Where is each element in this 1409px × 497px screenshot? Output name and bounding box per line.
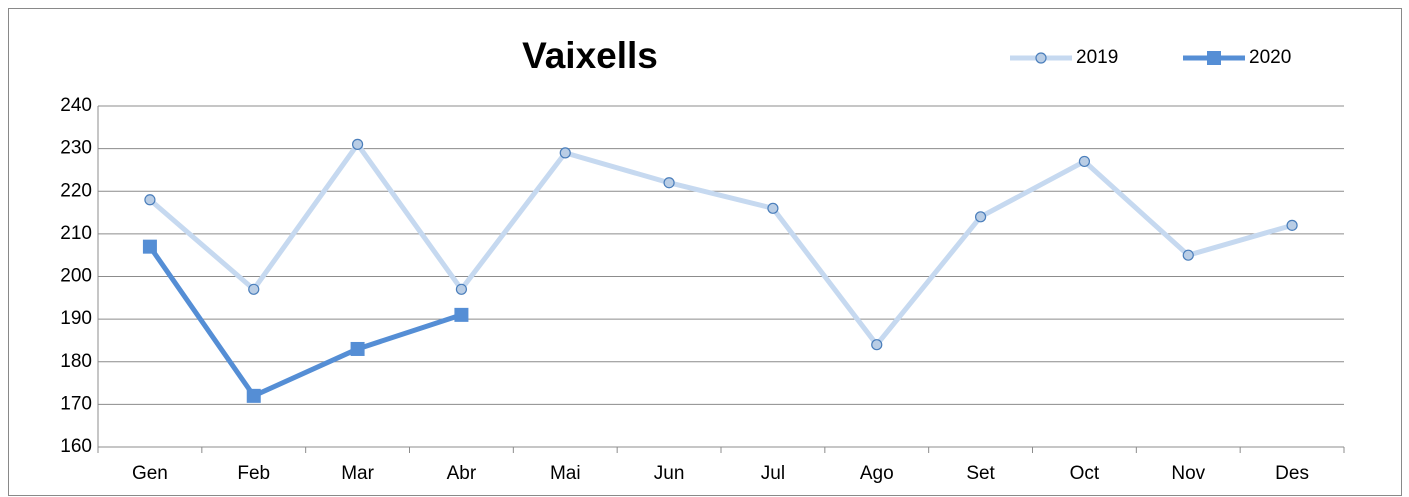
- point: [248, 283, 260, 295]
- y-tick-label: 220: [60, 180, 92, 201]
- chart-title: Vaixells: [522, 35, 658, 76]
- x-tick-label: Mar: [341, 463, 374, 484]
- point: [974, 211, 987, 223]
- point: [351, 138, 364, 150]
- point: [350, 341, 365, 356]
- x-tick-label: Feb: [237, 463, 270, 484]
- legend-label: 2020: [1249, 47, 1291, 68]
- point: [142, 239, 157, 254]
- y-tick-label: 240: [60, 95, 92, 116]
- y-tick-label: 230: [60, 138, 92, 159]
- legend-label: 2019: [1076, 47, 1118, 68]
- y-tick-label: 200: [60, 266, 92, 287]
- y-tick-label: 180: [60, 351, 92, 372]
- y-tick-label: 190: [60, 308, 92, 329]
- x-tick-label: Oct: [1070, 463, 1100, 484]
- point: [455, 283, 468, 295]
- x-tick-label: Ago: [860, 463, 894, 484]
- point: [871, 339, 883, 351]
- point: [144, 194, 156, 206]
- legend-marker: [1207, 51, 1221, 65]
- y-tick-label: 210: [60, 223, 92, 244]
- legend-marker: [1035, 52, 1047, 64]
- x-tick-label: Des: [1275, 463, 1309, 484]
- y-tick-label: 170: [60, 393, 92, 414]
- chart-frame: [8, 8, 1402, 496]
- series-line: [148, 141, 1293, 348]
- series-line: [147, 245, 463, 399]
- point: [559, 147, 571, 159]
- point: [454, 307, 469, 322]
- x-tick-label: Jun: [654, 463, 685, 484]
- point: [1182, 249, 1194, 261]
- x-tick-label: Gen: [132, 463, 168, 484]
- x-tick-label: Abr: [447, 463, 477, 484]
- point: [246, 388, 261, 403]
- point: [1286, 219, 1298, 231]
- x-tick-label: Jul: [761, 463, 785, 484]
- x-tick-label: Mai: [550, 463, 581, 484]
- x-tick-label: Set: [966, 463, 995, 484]
- point: [1078, 155, 1091, 168]
- y-tick-label: 160: [60, 436, 92, 457]
- point: [663, 177, 675, 189]
- point: [767, 202, 779, 214]
- x-tick-label: Nov: [1171, 463, 1205, 484]
